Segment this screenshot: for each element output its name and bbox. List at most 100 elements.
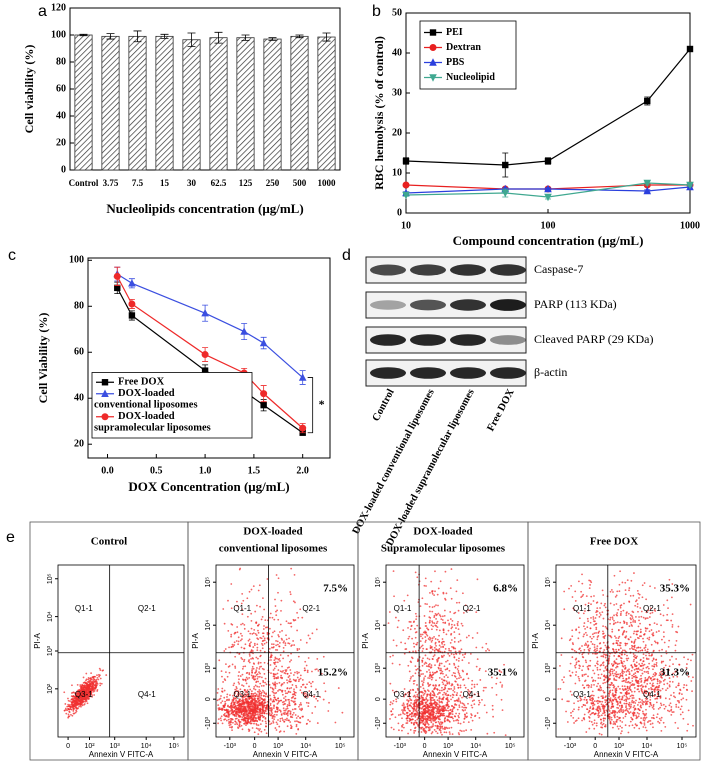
event-dot <box>421 712 424 715</box>
event-dot <box>458 677 460 679</box>
event-dot <box>294 720 296 723</box>
event-dot <box>632 620 635 623</box>
event-dot <box>228 671 231 674</box>
event-dot <box>590 640 593 643</box>
event-dot <box>461 592 464 595</box>
event-dot <box>426 603 428 606</box>
event-dot <box>286 672 289 675</box>
event-dot <box>631 677 634 680</box>
panel-title: Control <box>91 536 127 548</box>
event-dot <box>220 701 222 704</box>
event-dot <box>638 712 640 715</box>
event-dot <box>443 726 446 729</box>
event-dot <box>422 708 425 711</box>
event-dot <box>433 692 436 695</box>
protein-label: β-actin <box>534 365 567 379</box>
event-dot <box>669 702 672 705</box>
panel-label: c <box>8 247 16 264</box>
event-dot <box>234 665 237 668</box>
event-dot <box>395 700 398 703</box>
event-dot <box>396 626 399 629</box>
event-dot <box>590 684 593 686</box>
event-dot <box>672 691 675 694</box>
event-dot <box>70 692 73 694</box>
event-dot <box>621 662 624 665</box>
event-dot <box>580 590 583 593</box>
event-dot <box>226 693 229 696</box>
event-dot <box>618 583 621 586</box>
event-dot <box>264 720 267 723</box>
event-dot <box>664 664 667 667</box>
event-dot <box>439 714 442 717</box>
event-dot <box>421 701 424 704</box>
marker <box>201 351 209 359</box>
event-dot <box>442 683 445 686</box>
event-dot <box>404 692 407 695</box>
event-dot <box>438 692 440 694</box>
event-dot <box>575 663 578 666</box>
event-dot <box>263 704 266 707</box>
event-dot <box>629 711 632 713</box>
event-dot <box>426 722 429 725</box>
event-dot <box>238 723 241 726</box>
event-dot <box>283 700 285 703</box>
event-dot <box>594 617 597 619</box>
event-dot <box>260 676 263 679</box>
event-dot <box>421 661 424 663</box>
event-dot <box>650 629 653 631</box>
event-dot <box>611 670 614 673</box>
event-dot <box>621 633 624 636</box>
event-dot <box>290 686 293 689</box>
event-dot <box>467 702 469 705</box>
event-dot <box>433 654 436 656</box>
event-dot <box>430 645 433 648</box>
event-dot <box>683 656 685 659</box>
event-dot <box>422 694 425 696</box>
x-tick-label: 10⁵ <box>505 743 516 750</box>
event-dot <box>240 718 243 721</box>
event-dot <box>617 628 620 631</box>
event-dot <box>455 712 457 715</box>
event-dot <box>87 677 90 679</box>
blot-band <box>450 367 486 379</box>
event-dot <box>288 637 290 640</box>
event-dot <box>229 706 232 709</box>
event-dot <box>442 706 445 709</box>
event-dot <box>446 703 449 706</box>
event-dot <box>410 722 413 724</box>
event-dot <box>431 606 434 609</box>
event-dot <box>645 598 648 601</box>
event-dot <box>276 643 279 646</box>
quadrant-label: Q1-1 <box>75 604 93 613</box>
event-dot <box>237 674 240 677</box>
event-dot <box>105 674 108 676</box>
event-dot <box>233 703 236 706</box>
event-dot <box>257 661 260 664</box>
event-dot <box>271 712 274 714</box>
event-dot <box>270 707 273 709</box>
event-dot <box>642 660 645 663</box>
event-dot <box>448 669 451 672</box>
event-dot <box>425 631 428 634</box>
event-dot <box>270 646 273 649</box>
event-dot <box>398 729 400 732</box>
event-dot <box>306 722 308 725</box>
event-dot <box>296 611 298 614</box>
event-dot <box>630 669 633 672</box>
event-dot <box>294 694 297 697</box>
event-dot <box>592 616 595 618</box>
event-dot <box>429 666 432 669</box>
event-dot <box>89 687 91 690</box>
event-dot <box>429 712 432 715</box>
event-dot <box>234 723 237 726</box>
event-dot <box>288 660 291 663</box>
event-dot <box>261 712 264 715</box>
event-dot <box>393 691 396 694</box>
event-dot <box>657 707 660 710</box>
event-dot <box>650 643 653 646</box>
event-dot <box>247 728 250 731</box>
event-dot <box>243 658 246 661</box>
event-dot <box>243 660 245 663</box>
quadrant-label: Q4-1 <box>138 690 156 699</box>
event-dot <box>70 698 73 701</box>
